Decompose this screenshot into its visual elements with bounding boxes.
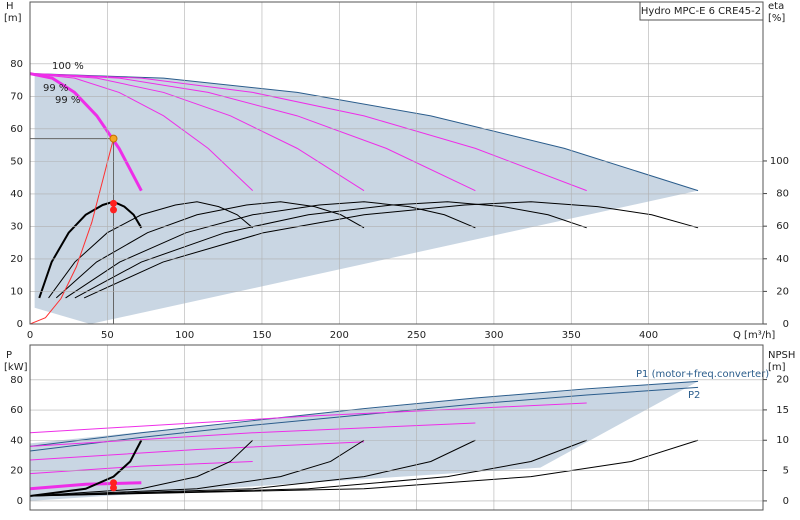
y-tick-label: 60	[10, 405, 23, 416]
y2-axis-unit: [%]	[768, 13, 785, 24]
duty-point	[110, 479, 118, 487]
y-tick-label: 70	[10, 91, 23, 102]
annotation: 100 %	[52, 61, 84, 72]
operating-range	[30, 381, 699, 501]
curve	[30, 138, 114, 324]
curve	[30, 461, 253, 475]
x-tick-label: 250	[407, 330, 426, 341]
curve	[30, 380, 699, 447]
curve	[30, 386, 699, 452]
x-axis-label: Q [m³/h]	[733, 330, 775, 341]
x-tick-label: 0	[27, 330, 33, 341]
y-tick-label: 80	[10, 375, 23, 386]
y-axis-unit: [kW]	[4, 362, 28, 373]
y-tick-label: 40	[10, 189, 23, 200]
annotation: 99 %	[55, 95, 80, 106]
y-axis-unit: [m]	[4, 13, 22, 24]
duty-point	[109, 134, 118, 143]
y-tick-label: 60	[10, 124, 23, 135]
curve	[30, 481, 142, 491]
x-tick-label: 350	[562, 330, 581, 341]
curve	[48, 201, 254, 299]
operating-range	[34, 73, 699, 324]
curve	[65, 201, 476, 299]
y2-axis-unit: [m]	[768, 362, 786, 373]
curve	[30, 73, 365, 192]
plot-frame	[29, 1, 764, 325]
y-tick-label: 30	[10, 221, 23, 232]
curve	[30, 73, 254, 192]
y-tick-label: 40	[10, 435, 23, 446]
curve	[30, 72, 143, 192]
y-tick-label: 20	[10, 254, 23, 265]
chart-title: Hydro MPC-E 6 CRE45-2	[641, 6, 761, 17]
y-axis-label: H	[6, 1, 14, 12]
y2-tick-label: 20	[776, 286, 789, 297]
y2-tick-label: 0	[783, 319, 789, 330]
curve	[30, 73, 476, 192]
y2-tick-label: 60	[776, 221, 789, 232]
y-tick-label: 10	[10, 286, 23, 297]
curve	[83, 201, 699, 299]
y2-tick-label: 40	[776, 254, 789, 265]
annotation: 99 %	[43, 83, 68, 94]
y-tick-label: 20	[10, 466, 23, 477]
y2-tick-label: 5	[783, 466, 789, 477]
x-tick-label: 200	[330, 330, 349, 341]
curve	[30, 439, 254, 497]
curve	[74, 201, 587, 299]
legend-label: P2	[688, 390, 700, 401]
y2-tick-label: 100	[770, 156, 789, 167]
y2-axis-label: NPSH	[768, 350, 795, 361]
x-tick-label: 150	[252, 330, 271, 341]
y-tick-label: 80	[10, 59, 23, 70]
y2-tick-label: 80	[776, 189, 789, 200]
y-tick-label: 0	[17, 496, 23, 507]
plot-layer	[30, 72, 699, 324]
y2-axis-label: eta	[768, 1, 784, 12]
duty-point	[110, 484, 118, 492]
x-tick-label: 50	[101, 330, 114, 341]
y2-tick-label: 10	[776, 435, 789, 446]
curve	[30, 439, 143, 498]
y-axis-label: P	[6, 350, 12, 361]
x-tick-label: 400	[639, 330, 658, 341]
curve	[30, 439, 365, 497]
curve	[30, 439, 699, 497]
duty-point	[110, 199, 118, 207]
plot-frame	[29, 344, 764, 511]
y2-tick-label: 20	[776, 375, 789, 386]
curve	[38, 200, 143, 299]
plot-layer	[30, 380, 699, 501]
curve	[30, 441, 365, 461]
title-box	[639, 1, 764, 21]
curve	[30, 422, 476, 447]
legend-label: P1 (motor+freq.converter)	[636, 369, 769, 380]
y-tick-label: 0	[17, 319, 23, 330]
x-tick-label: 100	[175, 330, 194, 341]
y-tick-label: 50	[10, 156, 23, 167]
curve	[30, 439, 476, 497]
curve	[30, 439, 587, 497]
y2-tick-label: 0	[783, 496, 789, 507]
duty-point	[110, 206, 118, 214]
curve	[30, 73, 699, 192]
y2-tick-label: 15	[776, 405, 789, 416]
x-tick-label: 300	[484, 330, 503, 341]
